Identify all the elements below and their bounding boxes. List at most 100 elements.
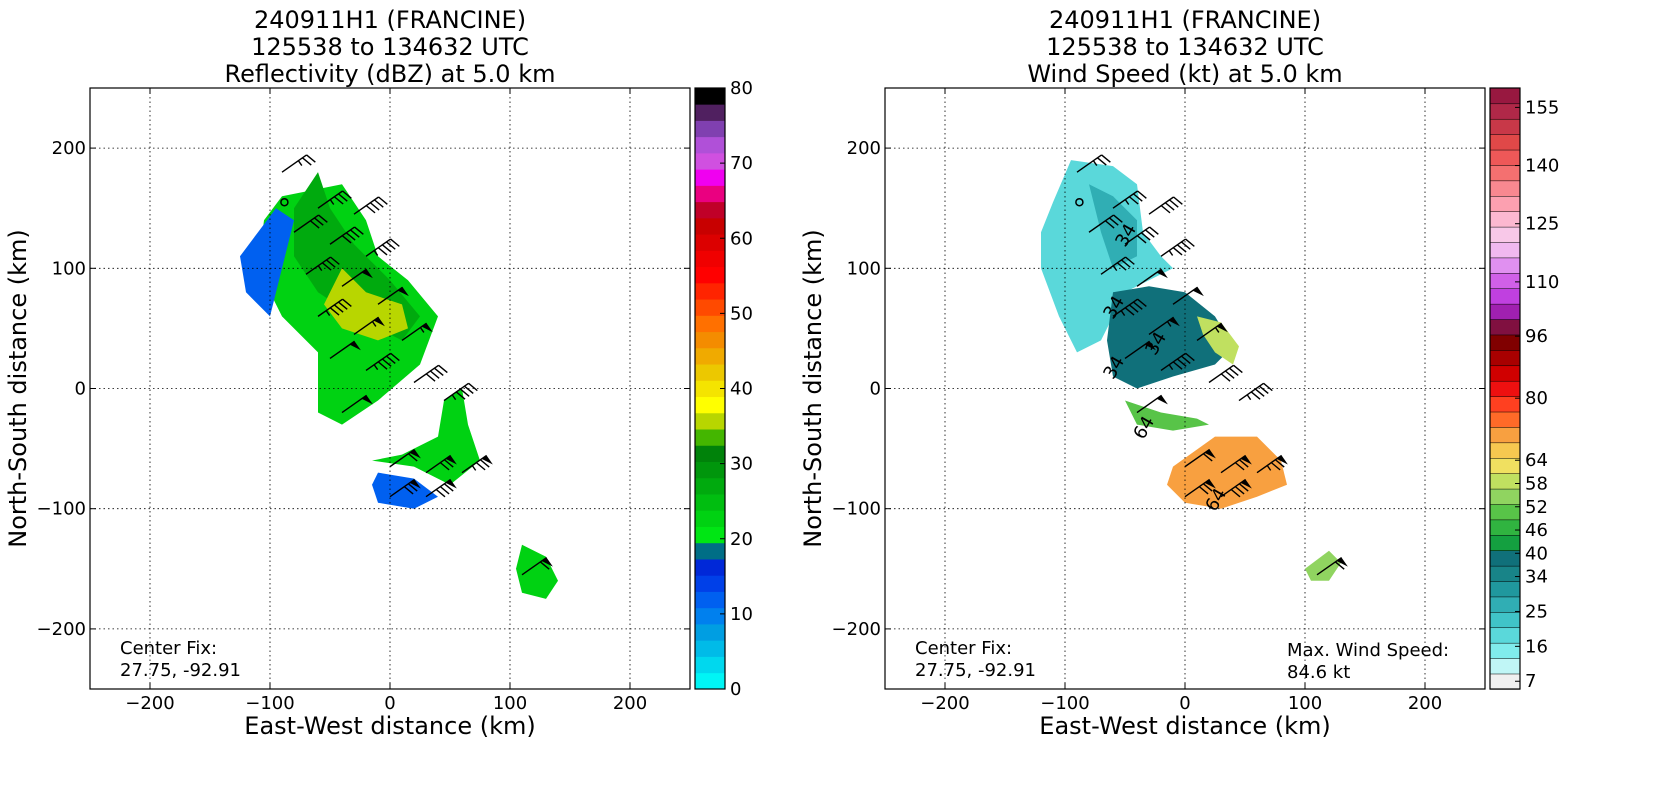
max-wind-value: 84.6 kt xyxy=(1287,662,1350,683)
y-axis-label: North-South distance (km) xyxy=(4,229,32,548)
colorbar-segment xyxy=(1489,657,1521,675)
data-region-1 xyxy=(1041,160,1173,353)
colorbar-tick-label: 25 xyxy=(1525,601,1548,622)
chart-title-line-3: Wind Speed (kt) at 5.0 km xyxy=(1027,60,1342,88)
colorbar-tick-label: 60 xyxy=(730,228,753,249)
wind-barb xyxy=(1196,322,1228,341)
colorbar-tick-label: 50 xyxy=(730,303,753,324)
wind-barb xyxy=(1100,256,1135,275)
center-fix-label: Center Fix: xyxy=(915,638,1012,659)
storm-center-marker xyxy=(1075,197,1084,207)
colorbar-tick-label: 52 xyxy=(1525,497,1548,518)
colorbar-tick-label: 40 xyxy=(730,379,753,400)
wind-barb xyxy=(1160,352,1195,372)
wind-barb xyxy=(413,364,448,384)
y-axis-label: North-South distance (km) xyxy=(799,229,827,548)
chart-title-line-2: 125538 to 134632 UTC xyxy=(251,33,529,61)
colorbar-segment xyxy=(695,136,725,154)
colorbar-segment xyxy=(695,640,725,657)
chart-title-line-1: 240911H1 (FRANCINE) xyxy=(254,6,526,34)
data-region-6 xyxy=(1167,436,1287,509)
colorbar-segment xyxy=(1489,426,1521,444)
colorbar-segment xyxy=(1489,642,1521,659)
colorbar-tick-label: 80 xyxy=(730,78,753,99)
wind-barb xyxy=(317,190,352,209)
wind-barb xyxy=(401,322,433,341)
wind-barb xyxy=(305,256,340,275)
wind-barb xyxy=(1160,238,1195,257)
colorbar-segment xyxy=(1489,519,1521,536)
colorbar-segment xyxy=(695,120,725,138)
colorbar-segment xyxy=(1489,334,1521,351)
colorbar-segment xyxy=(695,607,725,625)
wind-barb xyxy=(329,226,364,245)
colorbar-segment xyxy=(695,282,725,300)
x-axis-label: East-West distance (km) xyxy=(244,712,535,740)
wind-barb xyxy=(461,454,493,474)
colorbar-segment xyxy=(1489,180,1521,197)
colorbar-segment xyxy=(695,299,725,316)
colorbar-segment xyxy=(695,250,725,268)
wind-barb xyxy=(1136,268,1168,287)
colorbar-segment xyxy=(695,169,725,186)
wind-barb xyxy=(1148,316,1180,335)
x-tick-label: 200 xyxy=(613,693,647,714)
colorbar-tick-label: 96 xyxy=(1525,326,1548,347)
center-fix-value: 27.75, -92.91 xyxy=(120,660,241,681)
colorbar-segment xyxy=(695,445,725,462)
colorbar-segment xyxy=(695,315,725,333)
colorbar-segment xyxy=(695,331,725,349)
x-tick-label: 100 xyxy=(1288,693,1322,714)
colorbar-segment xyxy=(1489,211,1521,228)
colorbar-segment xyxy=(1489,473,1521,490)
data-region-6 xyxy=(372,472,438,509)
colorbar-segment xyxy=(1489,627,1521,644)
wind-barb xyxy=(1124,340,1156,360)
center-fix-label: Center Fix: xyxy=(120,638,217,659)
colorbar-segment xyxy=(695,266,725,284)
y-tick-label: −200 xyxy=(832,619,881,640)
wind-barb xyxy=(389,478,421,498)
chart-title-line-3: Reflectivity (dBZ) at 5.0 km xyxy=(225,60,556,88)
colorbar-segment xyxy=(695,429,725,446)
colorbar-segment xyxy=(1489,103,1521,120)
colorbar-segment xyxy=(1489,611,1521,629)
colorbar-tick-label: 155 xyxy=(1525,97,1559,118)
wind-barb xyxy=(521,557,553,576)
x-tick-label: 0 xyxy=(384,693,395,714)
colorbar-segment xyxy=(695,656,725,674)
colorbar-segment xyxy=(695,510,725,527)
colorbar-tick-label: 0 xyxy=(730,679,741,700)
colorbar: 0 10 20 30 40 50 60 70 80 xyxy=(694,78,753,700)
wind-barb xyxy=(425,454,457,474)
colorbar-segment xyxy=(1489,442,1521,459)
colorbar-segment xyxy=(1489,272,1521,289)
wind-barb xyxy=(1112,190,1147,209)
wind-barb xyxy=(389,448,421,468)
colorbar-tick-label: 16 xyxy=(1525,636,1548,657)
colorbar-tick-label: 46 xyxy=(1525,520,1548,541)
wind-barb xyxy=(1172,286,1204,305)
colorbar-segment xyxy=(695,364,725,381)
colorbar-segment xyxy=(695,591,725,609)
wind-barb xyxy=(1148,196,1183,215)
panel-2: 240911H1 (FRANCINE)125538 to 134632 UTCW… xyxy=(799,6,1559,740)
colorbar-segment xyxy=(1489,550,1521,567)
wind-barb xyxy=(443,382,478,402)
x-axis-label: East-West distance (km) xyxy=(1039,712,1330,740)
y-tick-label: 0 xyxy=(870,379,881,400)
y-tick-label: 200 xyxy=(847,138,881,159)
colorbar-tick-label: 80 xyxy=(1525,388,1548,409)
colorbar-segment xyxy=(695,672,725,690)
wind-barb xyxy=(329,340,361,360)
colorbar-segment xyxy=(1489,488,1521,505)
colorbar-segment xyxy=(1489,257,1521,274)
max-wind-label: Max. Wind Speed: xyxy=(1287,640,1449,661)
colorbar-tick-label: 7 xyxy=(1525,671,1536,692)
y-tick-label: 200 xyxy=(52,138,86,159)
wind-barb xyxy=(1076,154,1111,173)
y-tick-label: −200 xyxy=(37,619,86,640)
wind-barb xyxy=(317,298,352,317)
x-tick-label: −200 xyxy=(920,693,969,714)
x-tick-label: 200 xyxy=(1408,693,1442,714)
